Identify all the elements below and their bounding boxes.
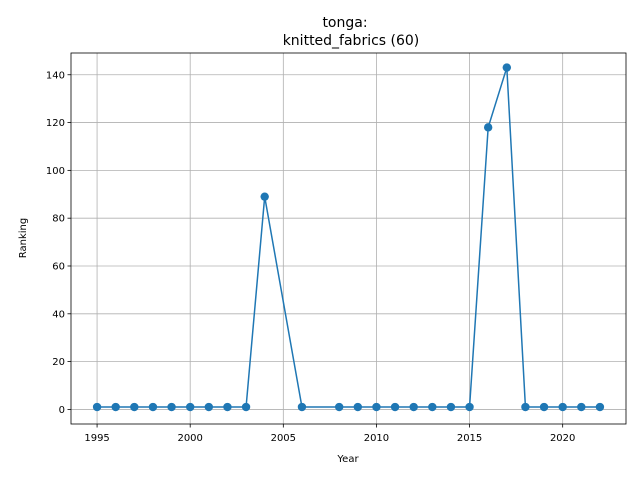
data-point <box>297 402 307 412</box>
grid <box>71 53 626 424</box>
x-tick-label: 2005 <box>271 433 296 444</box>
series-line <box>97 67 600 408</box>
data-point <box>390 402 400 412</box>
y-tick-label: 80 <box>52 214 65 225</box>
x-tick-label: 2000 <box>177 433 202 444</box>
chart-title-line2: knitted_fabrics (60) <box>283 33 420 49</box>
x-tick-label: 1995 <box>84 433 109 444</box>
data-point <box>372 402 381 412</box>
data-point <box>428 402 437 412</box>
y-axis-label: Ranking <box>18 218 29 258</box>
axis-ticks: 1995 2000 2005 2010 2015 2020 0 20 40 60 80 100 120 1… <box>46 70 575 444</box>
x-tick-label: 2010 <box>364 433 389 444</box>
data-point <box>595 402 605 412</box>
x-axis-label: Year <box>336 454 359 465</box>
data-point <box>502 63 512 72</box>
data-point <box>465 402 474 412</box>
x-tick-label: 2020 <box>550 433 575 444</box>
data-point <box>334 402 344 412</box>
data-point <box>577 402 586 412</box>
data-point <box>539 402 549 412</box>
data-point <box>446 402 456 412</box>
y-tick-label: 0 <box>59 405 65 416</box>
data-point <box>185 402 195 412</box>
y-tick-label: 140 <box>46 70 65 81</box>
data-point <box>148 402 158 412</box>
data-point <box>223 402 232 412</box>
data-point <box>204 402 214 412</box>
x-tick-label: 2015 <box>457 433 482 444</box>
data-point <box>409 402 418 412</box>
y-tick-label: 60 <box>52 261 65 272</box>
data-point <box>130 402 139 412</box>
y-tick-label: 20 <box>52 357 65 368</box>
data-point <box>167 402 176 412</box>
data-point <box>353 402 363 412</box>
data-point <box>483 123 493 132</box>
data-point <box>92 402 102 412</box>
data-point <box>111 402 120 412</box>
chart-title-line1: tonga: <box>322 15 367 31</box>
data-point <box>558 402 567 412</box>
data-point <box>241 402 251 412</box>
plot-frame <box>70 52 627 425</box>
y-tick-label: 100 <box>46 166 65 177</box>
y-tick-label: 120 <box>46 118 65 129</box>
data-point <box>521 402 530 412</box>
series-layer <box>92 63 605 412</box>
y-tick-label: 40 <box>52 309 65 320</box>
data-point <box>260 192 269 201</box>
